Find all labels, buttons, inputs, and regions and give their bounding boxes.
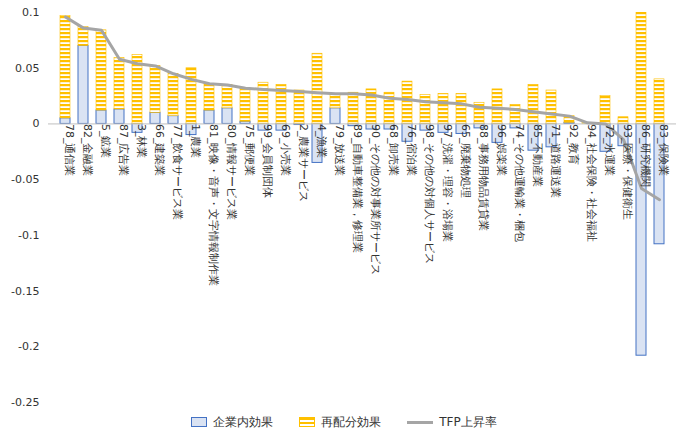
svg-text:81_映像・音声・文字情報制作業: 81_映像・音声・文字情報制作業	[207, 124, 220, 287]
svg-text:72_水運業: 72_水運業	[603, 124, 616, 177]
svg-text:69_小売業: 69_小売業	[279, 124, 292, 177]
svg-text:98_その他の対個人サービス: 98_その他の対個人サービス	[423, 124, 436, 265]
svg-text:71_道路運送業: 71_道路運送業	[549, 124, 562, 199]
svg-text:75_郵便業: 75_郵便業	[243, 124, 256, 177]
svg-text:82_金融業: 82_金融業	[81, 124, 94, 177]
svg-text:93_医療・保健衛生: 93_医療・保健衛生	[621, 124, 634, 221]
svg-text:0: 0	[33, 117, 40, 130]
svg-text:-0.05: -0.05	[11, 173, 39, 186]
svg-text:2_農業サービス: 2_農業サービス	[297, 124, 310, 203]
svg-text:1_農業: 1_農業	[189, 124, 202, 159]
svg-text:65_廃棄物処理: 65_廃棄物処理	[459, 124, 472, 199]
svg-text:85_不動産業: 85_不動産業	[531, 124, 544, 188]
html-text:企業内効果: 企業内効果	[213, 414, 274, 429]
svg-text:-0.15: -0.15	[11, 285, 39, 298]
svg-text:78_通信業: 78_通信業	[63, 124, 76, 177]
svg-text:74_その他運輸業・梱包: 74_その他運輸業・梱包	[513, 124, 526, 243]
svg-text:3_林業: 3_林業	[135, 124, 148, 159]
svg-text:-0.1: -0.1	[18, 229, 39, 242]
svg-text:66_建築業: 66_建築業	[153, 124, 166, 177]
svg-text:0.05: 0.05	[15, 62, 40, 75]
svg-text:99_会員制団体: 99_会員制団体	[261, 124, 274, 199]
svg-text:80_情報サービス業: 80_情報サービス業	[225, 124, 238, 221]
svg-text:90_その他の対事業所サービス: 90_その他の対事業所サービス	[369, 124, 382, 276]
html-text:TFP上昇率: TFP上昇率	[439, 414, 497, 429]
svg-text:83_保険業: 83_保険業	[657, 124, 670, 177]
svg-text:79_放送業: 79_放送業	[333, 124, 346, 177]
svg-text:97_洗濯・理容・浴場業: 97_洗濯・理容・浴場業	[441, 124, 454, 243]
svg-text:68_卸売業: 68_卸売業	[387, 124, 400, 177]
svg-text:-0.2: -0.2	[18, 340, 39, 353]
svg-text:86_研究機関: 86_研究機関	[639, 124, 652, 188]
svg-text:76_宿泊業: 76_宿泊業	[405, 124, 418, 177]
svg-text:89_自動車整備業，修理業: 89_自動車整備業，修理業	[351, 124, 364, 254]
svg-text:0.1: 0.1	[22, 6, 40, 19]
svg-text:94_社会保険・社会福祉: 94_社会保険・社会福祉	[585, 124, 598, 243]
svg-text:77_飲食サービス業: 77_飲食サービス業	[171, 124, 184, 221]
svg-text:-0.25: -0.25	[11, 396, 39, 408]
svg-text:88_事務用物品賃貸業: 88_事務用物品賃貸業	[477, 124, 490, 232]
svg-text:96_娯楽業: 96_娯楽業	[495, 124, 508, 177]
svg-text:87_広告業: 87_広告業	[117, 124, 130, 177]
svg-text:92_教育: 92_教育	[567, 124, 580, 166]
svg-text:5_鉱業: 5_鉱業	[99, 124, 112, 159]
html-text:再配分効果: 再配分効果	[321, 414, 382, 429]
svg-text:4_漁業: 4_漁業	[315, 124, 328, 159]
